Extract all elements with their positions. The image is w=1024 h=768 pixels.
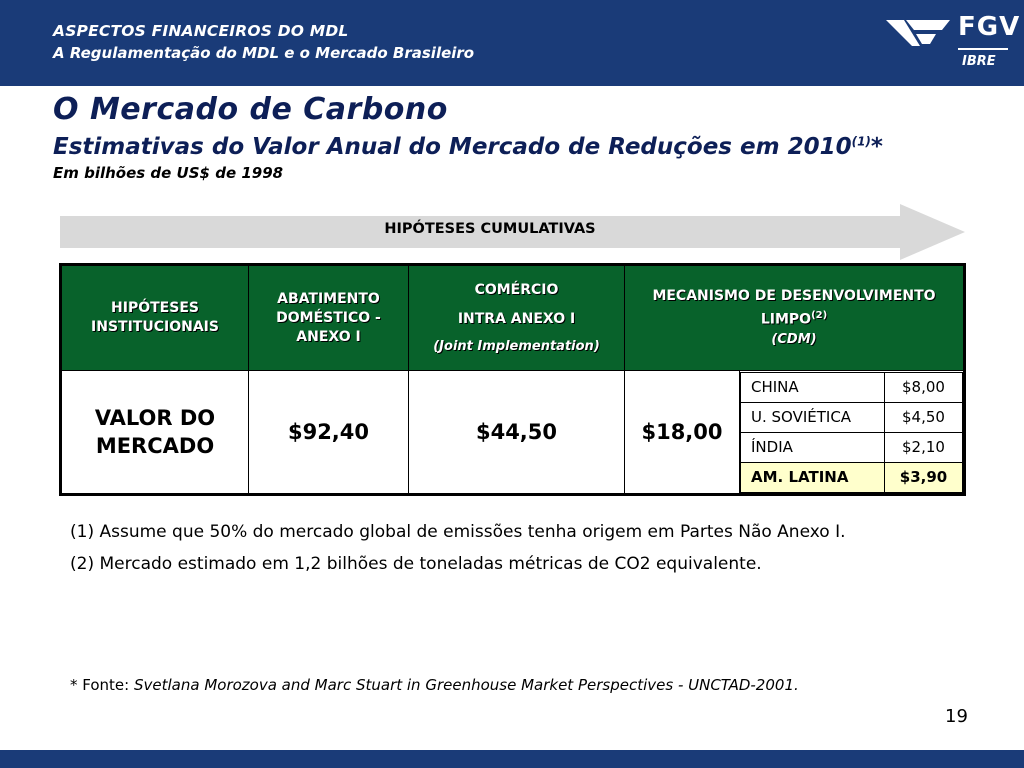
header-abatimento: ABATIMENTO DOMÉSTICO - ANEXO I — [248, 264, 409, 371]
mdl-breakdown-table: CHINA $8,00 U. SOVIÉTICA $4,50 ÍNDIA $2,10 … — [740, 371, 963, 493]
mdl-breakdown-cell: CHINA $8,00 U. SOVIÉTICA $4,50 ÍNDIA $2,10 … — [739, 370, 965, 495]
country-value: $4,50 — [884, 401, 963, 433]
country-value: $2,10 — [884, 431, 963, 463]
footnote-1: (1) Assume que 50% do mercado global de … — [70, 522, 846, 542]
country-value: $3,90 — [884, 461, 963, 493]
source-note: * Fonte: Svetlana Morozova and Marc Stua… — [70, 676, 799, 694]
fgv-wing-icon — [886, 20, 950, 46]
header-institucionais: HIPÓTESES INSTITUCIONAIS — [60, 264, 249, 371]
header-comercio-l1: COMÉRCIO — [474, 281, 559, 298]
slide-subtitle: Estimativas do Valor Anual do Mercado de… — [53, 134, 883, 160]
logo-divider — [958, 48, 1008, 50]
table-row: U. SOVIÉTICA $4,50 — [740, 401, 963, 433]
header-bar: ASPECTOS FINANCEIROS DO MDL A Regulament… — [0, 0, 1024, 86]
header-mdl-ref: (2) — [811, 310, 828, 322]
country-name: ÍNDIA — [740, 431, 885, 463]
source-label: * Fonte: — [70, 676, 134, 694]
table-row: ÍNDIA $2,10 — [740, 431, 963, 463]
market-table: HIPÓTESES INSTITUCIONAIS ABATIMENTO DOMÉ… — [59, 263, 966, 496]
table-row-highlight: AM. LATINA $3,90 — [740, 461, 963, 493]
source-text: Svetlana Morozova and Marc Stuart in Gre… — [133, 676, 799, 694]
header-mdl-l2: (CDM) — [771, 331, 817, 347]
table-row: CHINA $8,00 — [740, 371, 963, 403]
logo-text: FGV — [958, 12, 1021, 42]
header-mdl-l1: MECANISMO DE DESENVOLVIMENTO LIMPO(2) — [625, 287, 963, 330]
footer-bar — [0, 750, 1024, 768]
header-mdl-text: MECANISMO DE DESENVOLVIMENTO LIMPO — [652, 288, 936, 328]
logo-subtext: IBRE — [962, 54, 996, 69]
value-mdl: $18,00 — [624, 370, 740, 495]
fgv-logo: FGV IBRE — [884, 12, 1019, 74]
header-comercio-l2: INTRA ANEXO I — [457, 310, 576, 327]
slide-title: O Mercado de Carbono — [53, 92, 448, 127]
country-name: CHINA — [740, 371, 885, 403]
page-number: 19 — [945, 706, 968, 727]
row-label: VALOR DO MERCADO — [60, 370, 249, 495]
footnotes: (1) Assume que 50% do mercado global de … — [70, 520, 950, 584]
header-comercio: COMÉRCIO INTRA ANEXO I (Joint Implementa… — [408, 264, 625, 371]
value-abatimento: $92,40 — [248, 370, 409, 495]
subtitle-star: * — [870, 134, 883, 160]
subtitle-footnote-ref: (1) — [851, 134, 871, 149]
country-value: $8,00 — [884, 371, 963, 403]
header-subtitle: A Regulamentação do MDL e o Mercado Bras… — [53, 44, 475, 62]
arrow-label: HIPÓTESES CUMULATIVAS — [384, 221, 596, 237]
header-mdl: MECANISMO DE DESENVOLVIMENTO LIMPO(2) (C… — [624, 264, 965, 371]
subtitle-text: Estimativas do Valor Anual do Mercado de… — [53, 134, 852, 160]
header-comercio-ji: Joint Implementation — [439, 338, 594, 354]
header-title: ASPECTOS FINANCEIROS DO MDL — [53, 22, 349, 40]
header-mdl-cdm: CDM — [777, 331, 811, 347]
unit-label: Em bilhões de US$ de 1998 — [53, 164, 284, 182]
header-comercio-l3: (Joint Implementation) — [433, 338, 600, 354]
value-comercio: $44,50 — [408, 370, 625, 495]
footnote-2: (2) Mercado estimado em 1,2 bilhões de t… — [70, 554, 762, 574]
country-name: U. SOVIÉTICA — [740, 401, 885, 433]
cumulative-arrow-icon — [60, 204, 965, 260]
country-name: AM. LATINA — [740, 461, 885, 493]
